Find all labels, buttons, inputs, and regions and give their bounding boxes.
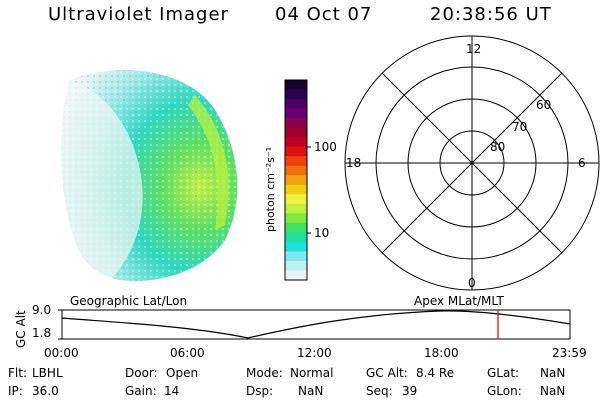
mlt-label-12: 12 [466,42,482,56]
colorbar-swatch [285,89,307,100]
glon-label: GLon: [487,384,522,398]
lat-label-60: 60 [536,98,552,112]
colorbar-swatch [285,232,307,243]
colorbar-swatch [285,80,307,91]
timeline-left-label: Geographic Lat/Lon [70,294,188,308]
glat-label: GLat: [487,366,520,380]
timeline-xtick: 12:00 [297,346,332,360]
colorbar-swatch [285,146,307,157]
filter-label: Flt: [8,366,27,380]
colorbar-swatch [285,127,307,138]
polar-grid [344,35,600,291]
colorbar [285,80,307,281]
timeline-axis-title: GC Alt [14,310,28,348]
colorbar-swatch [285,137,307,148]
gain-label: Gain: [125,384,157,398]
colorbar-swatch [285,213,307,224]
colorbar-swatch [285,156,307,167]
door-label: Door: [125,366,158,380]
colorbar-swatch [285,165,307,176]
ip-label: IP: [8,384,23,398]
colorbar-swatch [285,203,307,214]
colorbar-tick-100: 100 [314,140,337,154]
seq-value: 39 [402,384,418,398]
colorbar-swatch [285,118,307,129]
glat-value: NaN [540,366,566,380]
lat-label-80: 80 [490,140,506,154]
colorbar-swatch [285,194,307,205]
timeline-xtick: 06:00 [170,346,205,360]
ip-value: 36.0 [32,384,59,398]
gc-alt-label: GC Alt: [366,366,408,380]
colorbar-swatch [285,260,307,271]
date-label: 04 Oct 07 [275,4,373,25]
colorbar-swatch [285,108,307,119]
instrument-title: Ultraviolet Imager [48,4,229,25]
timeline-xtick: 23:59 [552,346,587,360]
mode-value: Normal [290,366,334,380]
timeline-ytick-low: 1.8 [32,326,52,340]
colorbar-swatch [285,241,307,252]
filter-value: LBHL [32,366,63,380]
colorbar-swatch [285,99,307,110]
seq-label: Seq: [366,384,393,398]
colorbar-swatch [285,270,307,281]
mode-label: Mode: [246,366,283,380]
door-value: Open [166,366,199,380]
colorbar-swatch [285,175,307,186]
timeline-ytick-high: 9.0 [32,303,52,317]
timeline-xtick: 00:00 [44,346,79,360]
mlt-label-0: 0 [468,276,476,290]
dsp-value: NaN [298,384,324,398]
timeline-xtick: 18:00 [424,346,459,360]
mlt-label-18: 18 [346,156,362,170]
glon-value: NaN [540,384,566,398]
auroral-image [60,70,238,281]
dsp-label: Dsp: [246,384,274,398]
colorbar-swatch [285,184,307,195]
lat-label-70: 70 [512,120,528,134]
timeline-plot [58,309,571,340]
colorbar-tick-10: 10 [314,226,330,240]
time-label: 20:38:56 UT [430,4,552,25]
timeline-right-label: Apex MLat/MLT [414,294,504,308]
colorbar-swatch [285,251,307,262]
gain-value: 14 [164,384,180,398]
mlt-label-6: 6 [578,156,586,170]
colorbar-unit-label: photon cm⁻²s⁻¹ [264,146,277,232]
gc-alt-value: 8.4 Re [416,366,455,380]
colorbar-swatch [285,222,307,233]
